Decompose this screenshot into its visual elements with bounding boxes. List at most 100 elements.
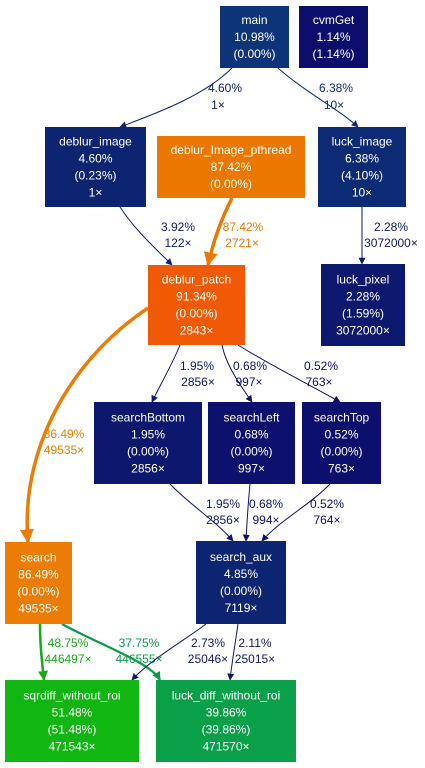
edge-calls-label: 25046× xyxy=(188,652,228,666)
edge-luck_image-to-luck_pixel: 2.28% 3072000× xyxy=(358,206,418,265)
edge-percent-label: 4.60% xyxy=(208,81,242,95)
edges-layer: 4.60% 1× 6.38% 10× 3.92% 122× 87.42% 2721× 2.28%… xyxy=(19,67,418,681)
edge-deblur_patch-to-searchLeft: 0.68% 997× xyxy=(221,344,267,403)
node-name: cvmGet xyxy=(313,13,355,27)
node-calls: 471543× xyxy=(48,740,95,754)
node-total-percent: 87.42% xyxy=(211,160,252,174)
node-total-percent: 91.34% xyxy=(176,290,217,304)
node-luck-diff-without-roi[interactable]: luck_diff_without_roi 39.86% (39.86%) 47157… xyxy=(156,680,296,762)
node-deblur-image[interactable]: deblur_image 4.60% (0.23%) 1× xyxy=(45,127,146,207)
node-box xyxy=(156,680,296,762)
edge-line xyxy=(221,344,253,403)
edge-line xyxy=(261,483,331,542)
edge-calls-label: 3072000× xyxy=(364,236,418,250)
edge-calls-label: 997× xyxy=(235,375,262,389)
node-search-aux[interactable]: search_aux 4.85% (0.00%) 7119× xyxy=(196,541,286,624)
edge-line xyxy=(151,344,181,403)
node-name: searchTop xyxy=(314,411,370,425)
edge-line xyxy=(19,306,149,544)
edge-calls-label: 764× xyxy=(313,513,340,527)
node-luck-image[interactable]: luck_image 6.38% (4.10%) 10× xyxy=(318,127,406,207)
node-search[interactable]: search 86.49% (0.00%) 49535× xyxy=(5,542,72,624)
edge-percent-label: 86.49% xyxy=(44,427,85,441)
node-deblur-patch[interactable]: deblur_patch 91.34% (0.00%) 2843× xyxy=(148,265,245,345)
edge-percent-label: 0.68% xyxy=(233,359,267,373)
node-self-percent: (0.23%) xyxy=(74,169,116,183)
edge-calls-label: 2856× xyxy=(181,375,215,389)
edge-search_aux-to-luck_diff_without_roi: 2.11% 25015× xyxy=(227,623,275,681)
edge-deblur_image-to-deblur_patch: 3.92% 122× xyxy=(119,206,195,266)
node-self-percent: (0.00%) xyxy=(230,445,272,459)
node-self-percent: (0.00%) xyxy=(210,177,252,191)
node-name: sqrdiff_without_roi xyxy=(23,689,120,703)
node-searchBottom[interactable]: searchBottom 1.95% (0.00%) 2856× xyxy=(94,402,202,484)
node-box xyxy=(302,402,381,484)
edge-searchTop-to-search_aux: 0.52% 764× xyxy=(261,483,344,542)
node-name: main xyxy=(241,13,267,27)
edge-calls-label: 2856× xyxy=(206,513,240,527)
node-cvmGet[interactable]: cvmGet 1.14% (1.14%) xyxy=(299,6,368,68)
edge-search_aux-to-sqrdiff_without_roi: 2.73% 25046× xyxy=(131,623,228,681)
node-box xyxy=(220,6,289,68)
node-deblur-Image-pthread[interactable]: deblur_Image_pthread 87.42% (0.00%) xyxy=(157,136,305,198)
edge-calls-label: 994× xyxy=(252,513,279,527)
node-self-percent: (0.00%) xyxy=(233,47,275,61)
edge-deblur_Image_pthread-to-deblur_patch: 87.42% 2721× xyxy=(203,197,264,267)
node-self-percent: (0.00%) xyxy=(175,307,217,321)
edge-percent-label: 3.92% xyxy=(161,220,195,234)
edge-line xyxy=(38,623,48,681)
edge-line xyxy=(119,67,233,129)
node-box xyxy=(5,680,139,762)
node-total-percent: 6.38% xyxy=(345,152,379,166)
node-name: luck_pixel xyxy=(337,273,390,287)
node-sqrdiff-without-roi[interactable]: sqrdiff_without_roi 51.48% (51.48%) 471543× xyxy=(5,680,139,762)
node-total-percent: 1.14% xyxy=(316,30,350,44)
node-calls: 7119× xyxy=(225,601,258,615)
node-name: search_aux xyxy=(210,550,272,564)
edge-searchBottom-to-search_aux: 1.95% 2856× xyxy=(169,483,240,542)
edge-line xyxy=(119,206,173,266)
node-name: luck_image xyxy=(332,135,393,149)
edge-main-to-luck_image: 6.38% 10× xyxy=(277,67,359,128)
node-total-percent: 0.68% xyxy=(234,428,268,442)
edge-percent-label: 48.75% xyxy=(48,636,89,650)
node-name: search xyxy=(20,551,56,565)
nodes-layer: main 10.98% (0.00%) cvmGet 1.14% (1.14%) deblu… xyxy=(5,6,406,762)
node-name: searchLeft xyxy=(223,411,280,425)
edge-line xyxy=(277,67,359,128)
node-total-percent: 4.85% xyxy=(224,567,258,581)
node-self-percent: (4.10%) xyxy=(341,169,383,183)
edge-calls-label: 2721× xyxy=(225,236,259,250)
edge-line xyxy=(61,623,161,681)
node-box xyxy=(5,542,72,624)
node-calls: 10× xyxy=(352,186,372,200)
edge-line xyxy=(237,344,341,403)
node-searchTop[interactable]: searchTop 0.52% (0.00%) 763× xyxy=(302,402,381,484)
node-self-percent: (0.00%) xyxy=(320,445,362,459)
edge-calls-label: 25015× xyxy=(235,652,275,666)
node-luck-pixel[interactable]: luck_pixel 2.28% (1.59%) 3072000× xyxy=(321,264,405,346)
node-box xyxy=(318,127,406,207)
edge-line xyxy=(203,197,234,267)
edge-percent-label: 2.73% xyxy=(191,636,225,650)
edge-percent-label: 0.52% xyxy=(310,497,344,511)
node-name: luck_diff_without_roi xyxy=(172,689,281,703)
node-box xyxy=(45,127,146,207)
edge-line xyxy=(169,483,234,542)
edge-calls-label: 122× xyxy=(164,236,191,250)
node-self-percent: (0.00%) xyxy=(127,445,169,459)
node-searchLeft[interactable]: searchLeft 0.68% (0.00%) 997× xyxy=(208,402,295,484)
node-self-percent: (1.59%) xyxy=(342,307,384,321)
node-self-percent: (0.00%) xyxy=(17,585,59,599)
edge-search-to-sqrdiff_without_roi: 48.75% 446497× xyxy=(38,623,92,681)
edge-line xyxy=(131,623,207,681)
node-total-percent: 0.52% xyxy=(324,428,358,442)
node-calls: 49535× xyxy=(18,602,58,616)
node-main[interactable]: main 10.98% (0.00%) xyxy=(220,6,289,68)
node-box xyxy=(321,264,405,346)
node-calls: 3072000× xyxy=(336,324,390,338)
edge-percent-label: 0.52% xyxy=(304,359,338,373)
node-calls: 763× xyxy=(328,462,355,476)
node-total-percent: 4.60% xyxy=(78,152,112,166)
